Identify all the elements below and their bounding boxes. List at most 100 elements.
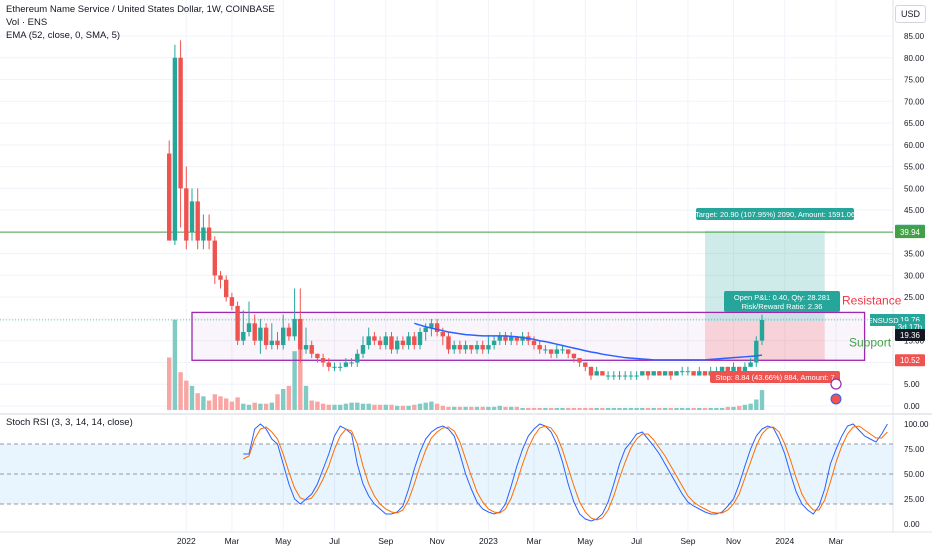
price-badge-label: 19.36 [900,331,921,340]
candle-body [748,362,753,367]
rsi-tick-label: 0.00 [904,520,920,529]
currency-button[interactable]: USD [894,5,926,23]
price-badge [895,354,925,367]
candle-body [503,336,508,341]
candle-body [554,349,559,354]
stop-label-box [710,371,840,383]
earnings-event-icon [830,393,842,405]
ema-legend: EMA (52, close, 0, SMA, 5) [6,30,121,41]
volume-bar [737,405,742,410]
candle-body [343,362,349,367]
candle-body [429,323,434,328]
volume-bar [697,407,702,410]
volume-bar [651,407,656,410]
time-tick-label: Mar [225,536,240,546]
candle-body [754,340,759,363]
volume-bar [189,385,195,410]
resistance-label: Resistance [842,293,902,307]
candle-body [491,340,497,346]
candle-body [366,336,371,346]
time-tick-label: Sep [680,536,695,546]
candle-body [474,345,480,350]
candle-body [269,340,274,346]
volume-bar [600,407,605,410]
price-tick-label: 0.00 [904,402,920,411]
time-tick-label: Nov [430,536,446,546]
candle-body [560,349,565,351]
price-badge-label: 10.52 [900,356,921,365]
volume-bar [195,393,200,410]
volume-bar [429,401,434,410]
volume-bar [611,407,616,410]
price-tick-label: 30.00 [904,271,925,280]
volume-bar [172,319,178,410]
volume-bar [497,405,502,410]
candle-body [674,371,679,376]
candle-body [731,366,736,372]
candle-body [566,349,571,354]
price-tick-label: 70.00 [904,97,925,106]
candle-body [417,332,423,346]
candle-body [195,201,200,241]
candle-body [252,323,257,341]
volume-bar [417,403,423,410]
candle-body [680,371,685,373]
volume-bar [520,407,525,410]
candle-body [377,340,383,346]
price-tick-label: 35.00 [904,250,925,259]
volume-bar [531,407,537,410]
volume-bar [719,407,725,410]
candle-body [360,345,366,354]
volume-bar [355,402,360,410]
candle-body [167,153,172,241]
candle-body [412,336,417,346]
volume-bar [628,407,634,410]
price-badge-label: 19.76 [900,316,921,325]
volume-bar [218,396,223,410]
candle-body [275,340,280,346]
volume-bar [452,406,457,410]
volume-bar [235,397,240,410]
candle-body [258,327,263,341]
volume-bar [685,407,691,410]
candle-body [537,345,542,350]
volume-bar [241,403,246,410]
candle-body [623,375,628,377]
volume-bar [617,407,622,410]
candle-body [577,358,582,363]
candle-body [588,366,594,376]
candle-body [315,353,320,359]
time-tick-label: Mar [527,536,542,546]
volume-bar [725,406,730,410]
candle-body [172,57,178,241]
volume-bar [252,402,257,410]
ema-line [414,322,763,361]
candle-body [742,366,748,372]
candle-body [320,358,326,363]
volume-bar [229,401,235,410]
volume-bar [286,385,292,410]
candle-body [497,336,502,341]
volume-bar [474,406,480,410]
price-tick-label: 55.00 [904,163,925,172]
volume-bar [708,407,713,410]
volume-bar [326,404,331,410]
price-tick-label: 25.00 [904,293,925,302]
candle-body [702,371,708,376]
candle-body [657,371,662,376]
candle-body [440,332,445,337]
volume-bar [263,403,269,410]
candle-body [229,297,235,306]
volume-bar [366,403,371,410]
candle-body [303,345,309,350]
volume-bar [491,406,497,410]
candle-body [691,371,696,376]
candle-body [206,227,212,241]
candle-body [434,323,440,332]
volume-bar [258,403,263,410]
candle-body [406,336,411,346]
support-label: Support [849,335,892,349]
rsi-tick-label: 50.00 [904,470,925,479]
price-tick-label: 75.00 [904,76,925,85]
